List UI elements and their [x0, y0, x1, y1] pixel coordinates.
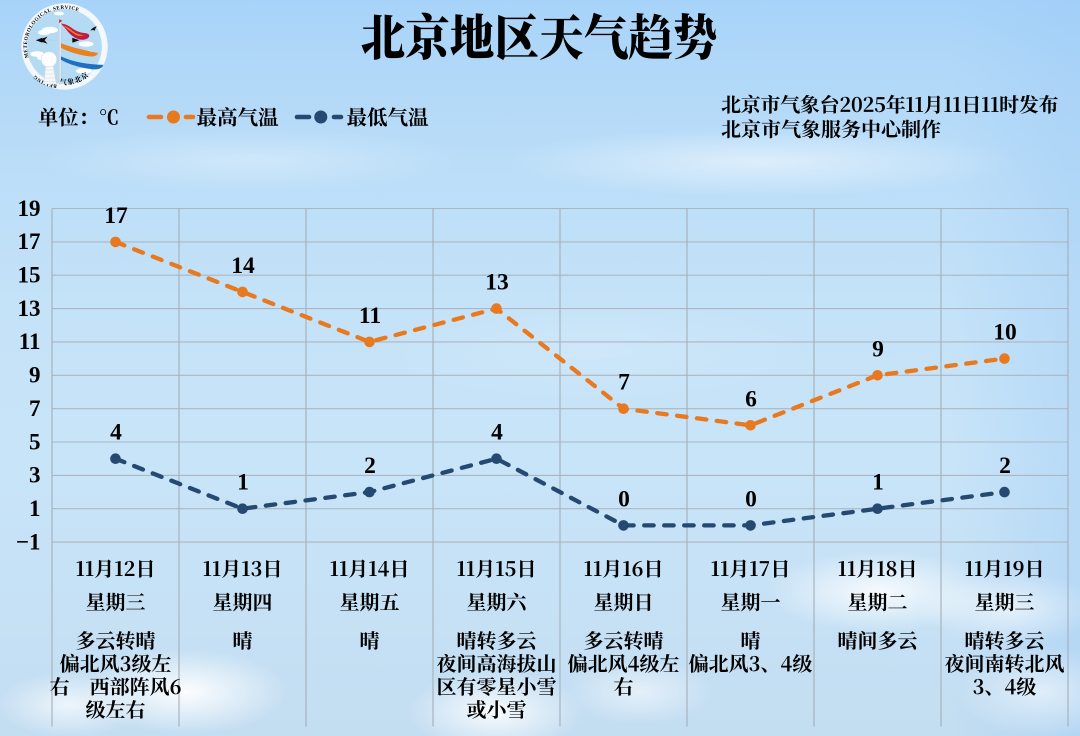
- svg-text:13: 13: [485, 270, 509, 296]
- svg-text:−1: −1: [16, 529, 41, 554]
- svg-text:3: 3: [29, 463, 41, 488]
- svg-text:14: 14: [231, 253, 255, 279]
- svg-text:4: 4: [110, 420, 122, 446]
- svg-text:1: 1: [237, 470, 249, 496]
- svg-text:15: 15: [18, 263, 41, 288]
- svg-text:7: 7: [618, 370, 630, 396]
- svg-text:0: 0: [618, 486, 630, 512]
- svg-text:1: 1: [29, 496, 41, 521]
- svg-text:13: 13: [18, 296, 41, 321]
- svg-text:17: 17: [18, 229, 41, 254]
- svg-text:11: 11: [359, 303, 381, 329]
- svg-text:2: 2: [364, 453, 376, 479]
- svg-text:11: 11: [19, 329, 41, 354]
- svg-text:7: 7: [29, 396, 41, 421]
- svg-text:2: 2: [999, 453, 1011, 479]
- svg-text:5: 5: [29, 429, 41, 454]
- svg-text:19: 19: [18, 196, 41, 221]
- svg-text:1: 1: [872, 470, 884, 496]
- svg-text:17: 17: [104, 203, 128, 229]
- svg-text:6: 6: [745, 386, 757, 412]
- svg-text:9: 9: [872, 336, 884, 362]
- svg-text:0: 0: [745, 486, 757, 512]
- svg-text:9: 9: [29, 363, 41, 388]
- svg-text:10: 10: [993, 320, 1017, 346]
- svg-text:4: 4: [491, 420, 503, 446]
